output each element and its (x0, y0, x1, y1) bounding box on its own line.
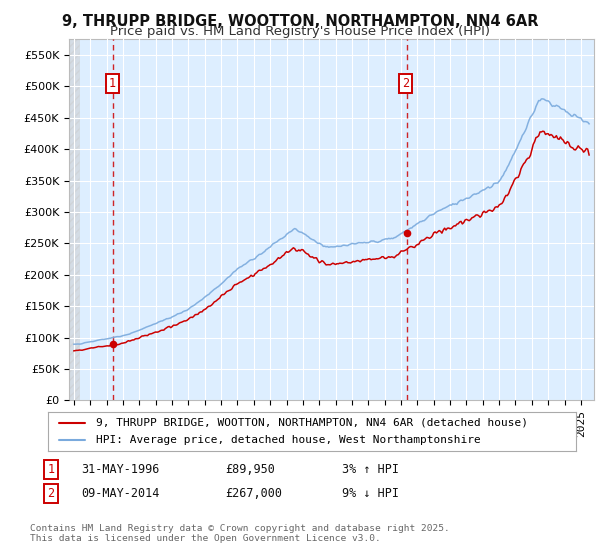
Text: HPI: Average price, detached house, West Northamptonshire: HPI: Average price, detached house, West… (95, 435, 480, 445)
Text: 09-MAY-2014: 09-MAY-2014 (81, 487, 160, 501)
Text: Price paid vs. HM Land Registry's House Price Index (HPI): Price paid vs. HM Land Registry's House … (110, 25, 490, 38)
Text: 2: 2 (47, 487, 55, 501)
Text: 2: 2 (403, 77, 410, 90)
Text: 3% ↑ HPI: 3% ↑ HPI (342, 463, 399, 476)
Text: £267,000: £267,000 (225, 487, 282, 501)
Bar (69, 39, 79, 400)
Text: 1: 1 (109, 77, 116, 90)
Text: 1: 1 (47, 463, 55, 476)
Text: 9, THRUPP BRIDGE, WOOTTON, NORTHAMPTON, NN4 6AR: 9, THRUPP BRIDGE, WOOTTON, NORTHAMPTON, … (62, 14, 538, 29)
Text: 9% ↓ HPI: 9% ↓ HPI (342, 487, 399, 501)
Text: 31-MAY-1996: 31-MAY-1996 (81, 463, 160, 476)
Text: Contains HM Land Registry data © Crown copyright and database right 2025.
This d: Contains HM Land Registry data © Crown c… (30, 524, 450, 543)
Text: 9, THRUPP BRIDGE, WOOTTON, NORTHAMPTON, NN4 6AR (detached house): 9, THRUPP BRIDGE, WOOTTON, NORTHAMPTON, … (95, 418, 527, 428)
Text: £89,950: £89,950 (225, 463, 275, 476)
